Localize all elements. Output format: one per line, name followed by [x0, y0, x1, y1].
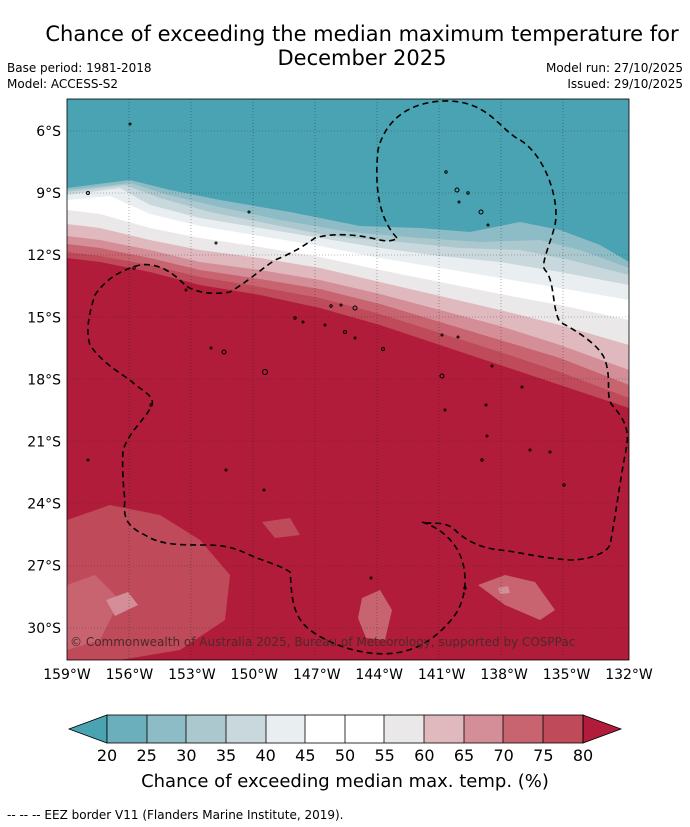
colorbar-70-75 — [503, 715, 543, 743]
colorbar-65-70 — [464, 715, 503, 743]
colorbar-extend-high — [582, 714, 623, 744]
lon-tick-label: 159°W — [43, 667, 91, 683]
map-title: Chance of exceeding the median maximum t… — [40, 22, 684, 70]
lon-tick-label: 153°W — [168, 667, 216, 683]
colorbar-label: Chance of exceeding median max. temp. (%… — [141, 771, 549, 792]
lat-tick-label: 24°S — [27, 497, 61, 513]
lon-tick-label: 141°W — [418, 667, 466, 683]
colorbar-60-65 — [424, 715, 464, 743]
lat-tick-label: 21°S — [27, 435, 61, 451]
map-frame — [66, 98, 630, 661]
colorbar-35-40 — [226, 715, 266, 743]
south-west-patch-light — [106, 592, 138, 616]
lon-tick-label: 144°W — [355, 667, 403, 683]
south-west-patch-inner — [67, 575, 120, 650]
lat-tick-label: 30°S — [27, 621, 61, 637]
lon-tick-label: 147°W — [293, 667, 341, 683]
south-mid-patch — [358, 590, 392, 640]
meta-right: Model run: 27/10/2025 Issued: 29/10/2025 — [546, 60, 683, 92]
colorbar-tick-labels: 20 25 30 35 40 45 50 55 60 65 70 75 80 — [97, 746, 593, 765]
colorbar-tick-label: 50 — [335, 746, 355, 765]
lon-tick-label: 138°W — [480, 667, 528, 683]
lat-tick-label: 15°S — [27, 310, 61, 326]
colorbar-45-50 — [305, 715, 345, 743]
lat-tick-label: 6°S — [36, 124, 61, 140]
colorbar-30-35 — [186, 715, 226, 743]
lon-tick-label: 132°W — [605, 667, 653, 683]
colorbar-tick-label: 80 — [573, 746, 593, 765]
colorbar-tick-label: 25 — [136, 746, 156, 765]
title-line-1: Chance of exceeding the median maximum t… — [45, 22, 679, 46]
colorbar-tick-label: 30 — [176, 746, 196, 765]
lon-tick-label: 150°W — [231, 667, 279, 683]
lat-tick-label: 18°S — [27, 372, 61, 388]
colorbar-50-55 — [345, 715, 384, 743]
issued-date: Issued: 29/10/2025 — [567, 77, 683, 91]
lat-tick-label: 12°S — [27, 248, 61, 264]
colorbar-extend-low — [67, 714, 108, 744]
graticule — [67, 99, 629, 660]
colorbar-tick-label: 75 — [533, 746, 553, 765]
model-run: Model run: 27/10/2025 — [545, 61, 683, 75]
colorbar-tick-label: 55 — [374, 746, 394, 765]
lat-tick-label: 27°S — [27, 559, 61, 575]
colorbar-tick-label: 65 — [454, 746, 474, 765]
eez-borders — [87, 100, 629, 655]
below-20-region — [67, 99, 629, 262]
colorbar-40-45 — [266, 715, 305, 743]
colorbar-75-80 — [543, 715, 583, 743]
lat-tick-label: 9°S — [36, 186, 61, 202]
colorbar-tick-label: 35 — [216, 746, 236, 765]
colorbar-tick-label: 45 — [295, 746, 315, 765]
lon-tick-labels: 159°W 156°W 153°W 150°W 147°W 144°W 141°W 138°W… — [43, 667, 653, 683]
eez-footnote: -- -- -- EEZ border V11 (Flanders Marine… — [7, 808, 344, 822]
title-line-2: December 2025 — [277, 46, 447, 70]
lon-tick-label: 156°W — [106, 667, 154, 683]
colorbar-25-30 — [147, 715, 186, 743]
colorbar-tick-label: 60 — [414, 746, 434, 765]
south-central-patch — [262, 518, 300, 538]
meta-left: Base period: 1981-2018 Model: ACCESS-S2 — [7, 60, 152, 92]
islands — [86, 122, 566, 590]
lon-tick-label: 135°W — [543, 667, 591, 683]
base-period: Base period: 1981-2018 — [7, 61, 152, 75]
colorbar-55-60 — [384, 715, 424, 743]
south-east-patch — [478, 575, 555, 620]
colorbar-tick-label: 20 — [97, 746, 117, 765]
lat-tick-labels: 6°S 9°S 12°S 15°S 18°S 21°S 24°S 27°S 30°S — [27, 124, 61, 637]
colorbar-20-25 — [107, 715, 147, 743]
colorbar-tick-label: 40 — [255, 746, 275, 765]
model-name: Model: ACCESS-S2 — [7, 77, 119, 91]
colorbar: 20 25 30 35 40 45 50 55 60 65 70 75 80 — [67, 714, 623, 765]
colorbar-tick-label: 70 — [493, 746, 513, 765]
copyright-text: © Commonwealth of Australia 2025, Bureau… — [70, 635, 575, 649]
